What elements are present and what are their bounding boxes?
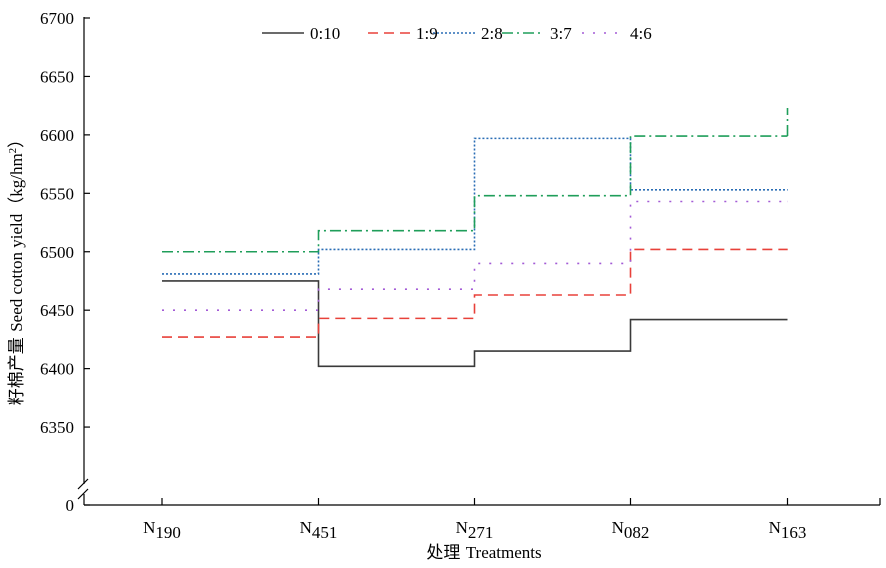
series-line-2-8 (162, 137, 788, 275)
y-tick-label: 6600 (40, 126, 74, 145)
legend-label-3-7: 3:7 (550, 24, 572, 43)
legend: 0:10 1:9 2:8 3:7 4:6 (262, 24, 652, 43)
y-tick-label: 6700 (40, 9, 74, 28)
y-tick-label: 6550 (40, 184, 74, 203)
y-axis-title: 籽棉产量 Seed cotton yield（kg/hm2） (7, 131, 27, 405)
y-tick-label: 6450 (40, 301, 74, 320)
x-tick-label: N190 (143, 518, 181, 542)
y-tick-label: 6650 (40, 67, 74, 86)
series-line-0-10 (162, 280, 788, 368)
y-axis-break-mark (77, 488, 89, 500)
y-axis-break-mark (77, 478, 89, 490)
axis-labels: 6350 6400 6450 6500 6550 6600 6650 6700 0 N190 N45… (7, 9, 806, 563)
series-lines (162, 107, 789, 368)
y-tick-label: 6400 (40, 360, 74, 379)
series-line-3-7 (162, 135, 788, 253)
x-axis-title: 处理 Treatments (426, 543, 541, 563)
series-line-1-9 (162, 248, 788, 338)
x-tick-label: N271 (456, 518, 494, 542)
y-tick-label: 6350 (40, 418, 74, 437)
legend-label-4-6: 4:6 (630, 24, 652, 43)
legend-label-0-10: 0:10 (310, 24, 340, 43)
x-tick-label: N451 (300, 518, 338, 542)
axes (77, 17, 881, 506)
x-tick-label: N082 (612, 518, 650, 542)
x-tick-label: N163 (769, 518, 807, 542)
y-tick-label: 6500 (40, 243, 74, 262)
y-tick-label-zero: 0 (66, 496, 75, 515)
legend-label-2-8: 2:8 (481, 24, 503, 43)
legend-label-1-9: 1:9 (416, 24, 438, 43)
